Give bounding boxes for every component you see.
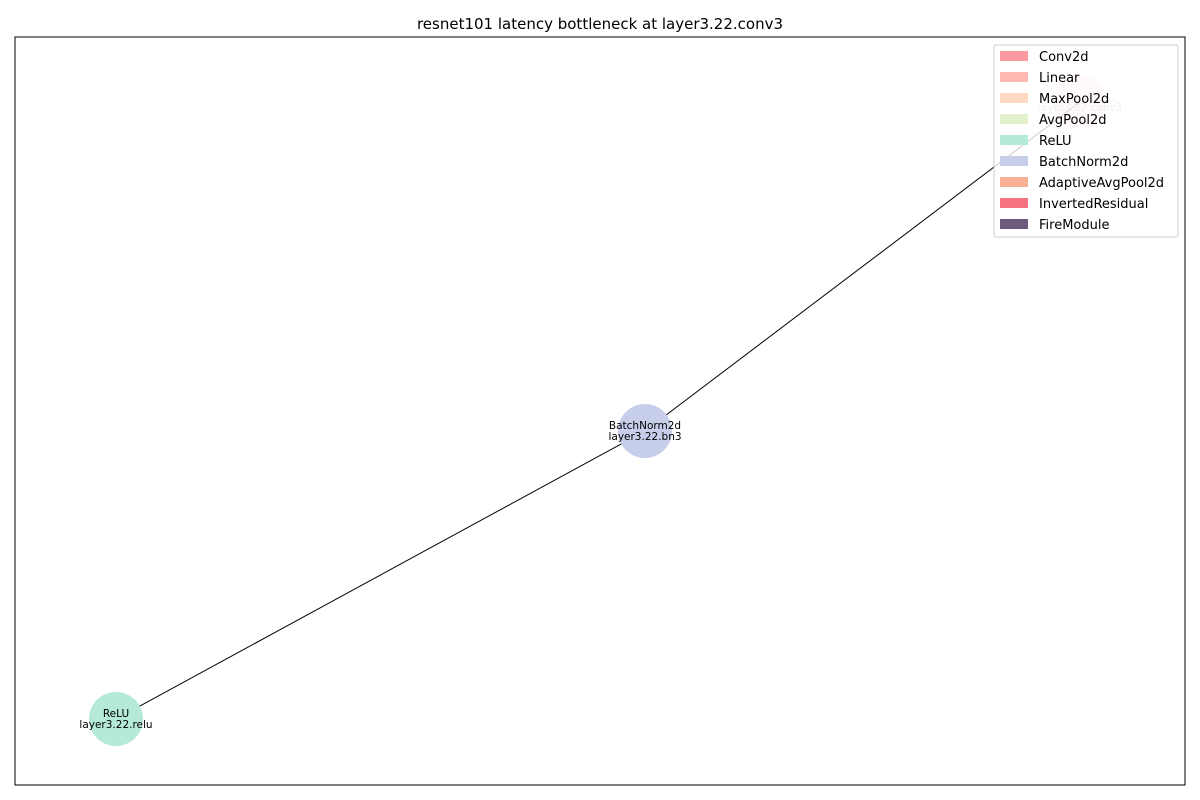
legend-item: ReLU — [1000, 134, 1072, 149]
legend-item: Linear — [1000, 71, 1080, 86]
legend-swatch — [1000, 219, 1028, 229]
node-name-label: layer3.22.relu — [79, 719, 152, 731]
edge-bn3-relu — [115, 430, 646, 720]
legend-item: AvgPool2d — [1000, 113, 1107, 128]
nodes-layer: layer3.22.conv3BatchNorm2dlayer3.22.bn3R… — [79, 75, 1122, 746]
legend-label: AvgPool2d — [1039, 113, 1107, 128]
legend-swatch — [1000, 177, 1028, 187]
node-circle — [89, 692, 143, 746]
node-type-label: BatchNorm2d — [609, 420, 681, 432]
legend-swatch — [1000, 72, 1028, 82]
legend-label: AdaptiveAvgPool2d — [1039, 176, 1164, 191]
legend-label: Linear — [1039, 71, 1080, 86]
node-type-label: ReLU — [103, 708, 129, 720]
legend-swatch — [1000, 93, 1028, 103]
legend-item: FireModule — [1000, 218, 1109, 233]
legend-label: ReLU — [1039, 134, 1072, 149]
figure-title: resnet101 latency bottleneck at layer3.2… — [417, 15, 783, 33]
legend-swatch — [1000, 198, 1028, 208]
legend: Conv2d Linear MaxPool2d AvgPool2d ReLU BatchN… — [993, 44, 1179, 238]
legend-item: MaxPool2d — [1000, 92, 1109, 107]
plot-frame — [14, 36, 1186, 786]
legend-item: AdaptiveAvgPool2d — [1000, 176, 1164, 191]
legend-label: BatchNorm2d — [1039, 155, 1128, 170]
legend-label: MaxPool2d — [1039, 92, 1109, 107]
legend-swatch — [1000, 156, 1028, 166]
legend-label: InvertedResidual — [1039, 197, 1148, 212]
legend-label: Conv2d — [1039, 50, 1089, 65]
legend-item: BatchNorm2d — [1000, 155, 1128, 170]
legend-swatch — [1000, 51, 1028, 61]
legend-frame — [993, 44, 1179, 238]
legend-swatch — [1000, 114, 1028, 124]
legend-item: Conv2d — [1000, 50, 1089, 65]
legend-item: InvertedResidual — [1000, 197, 1148, 212]
node-circle — [618, 404, 672, 458]
legend-swatch — [1000, 135, 1028, 145]
node-name-label: layer3.22.bn3 — [608, 431, 681, 443]
edges-layer — [115, 101, 1081, 720]
legend-items: Conv2d Linear MaxPool2d AvgPool2d ReLU BatchN… — [1000, 50, 1164, 233]
legend-label: FireModule — [1039, 218, 1109, 233]
